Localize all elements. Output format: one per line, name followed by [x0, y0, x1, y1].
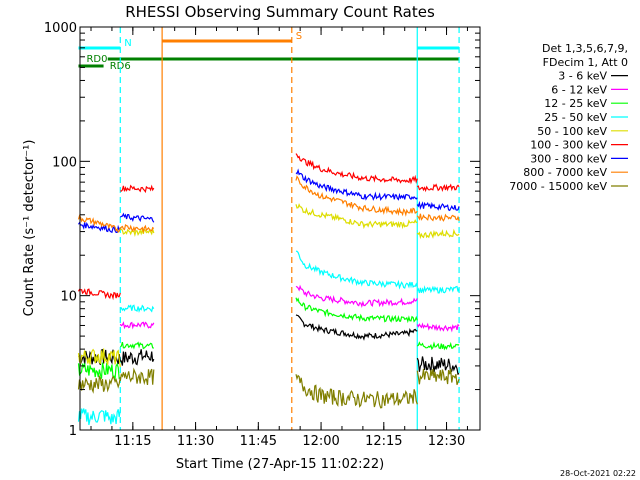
series-trace: [295, 175, 418, 217]
event-lines-layer: [119, 27, 460, 430]
flag-rd0-label: RD0: [86, 54, 107, 65]
x-tick-label: 12:30: [428, 434, 465, 449]
series-trace: [119, 304, 155, 313]
series-trace: [77, 374, 121, 394]
legend-entry-label: 50 - 100 keV: [537, 125, 607, 138]
series-trace: [77, 221, 121, 234]
series-trace: [416, 341, 460, 351]
flag-n-label: N: [124, 38, 131, 49]
y-axis-label: Count Rate (s⁻¹ detector⁻¹): [22, 140, 37, 317]
legend-entry-label: 800 - 7000 keV: [523, 166, 607, 179]
footer-date: 28-Oct-2021 02:22: [560, 469, 636, 478]
series-2: [119, 284, 460, 333]
legend-entry-label: 100 - 300 keV: [530, 139, 607, 152]
legend-entry-label: 3 - 6 keV: [558, 70, 607, 83]
series-trace: [416, 322, 460, 333]
series-trace: [416, 228, 460, 240]
series-4: [77, 250, 460, 426]
series-trace: [77, 348, 121, 368]
flag-rd6-label: RD6: [110, 61, 131, 72]
series-trace: [295, 168, 418, 202]
x-tick-label: 12:15: [365, 434, 402, 449]
series-trace: [416, 183, 460, 193]
series-trace: [77, 408, 121, 426]
legend-entry-label: 300 - 800 keV: [530, 152, 607, 165]
y-axis-ticks: 1 10 100 1000: [44, 21, 480, 439]
series-trace: [295, 314, 418, 341]
series-trace: [119, 321, 155, 330]
series-7: [77, 168, 460, 234]
y-tick-label: 10: [60, 290, 77, 305]
series-trace: [416, 213, 460, 222]
y-tick-label: 100: [52, 155, 77, 170]
series-layer: [77, 153, 460, 426]
series-5: [77, 203, 460, 368]
legend-entry-label: 25 - 50 keV: [544, 111, 607, 124]
y-tick-label: 1000: [44, 21, 77, 36]
legend-entry-label: 7000 - 15000 keV: [509, 180, 607, 193]
x-tick-label: 11:30: [177, 434, 214, 449]
x-axis-ticks: 11:15 11:30 11:45 12:00 12:15 12:30: [90, 27, 468, 449]
series-trace: [295, 153, 418, 185]
series-trace: [416, 356, 460, 375]
series-trace: [295, 203, 418, 230]
series-trace: [120, 227, 155, 238]
legend-entry-label: 12 - 25 keV: [544, 97, 607, 110]
flag-s-label: S: [296, 31, 302, 42]
x-tick-label: 11:15: [114, 434, 151, 449]
legend-header: FDecim 1, Att 0: [543, 56, 628, 69]
series-trace: [120, 184, 155, 194]
legend: Det 1,3,5,6,7,9,FDecim 1, Att 03 - 6 keV…: [509, 42, 628, 193]
series-trace: [119, 341, 155, 350]
series-9: [77, 367, 460, 409]
series-trace: [77, 288, 121, 301]
series-trace: [416, 200, 460, 212]
series-trace: [77, 214, 121, 233]
x-tick-label: 11:45: [240, 434, 277, 449]
series-trace: [295, 297, 418, 324]
series-6: [77, 153, 460, 301]
plot-frame: [79, 26, 481, 431]
series-8: [77, 175, 460, 234]
x-axis-label: Start Time (27-Apr-15 11:02:22): [176, 457, 384, 472]
series-trace: [295, 374, 418, 409]
series-trace: [119, 367, 155, 386]
chart-title: RHESSI Observing Summary Count Rates: [125, 3, 435, 21]
series-trace: [416, 285, 460, 294]
y-tick-label: 1: [69, 424, 77, 439]
legend-header: Det 1,3,5,6,7,9,: [542, 42, 628, 55]
series-trace: [119, 212, 155, 223]
x-tick-label: 12:00: [302, 434, 339, 449]
series-trace: [295, 250, 418, 290]
series-trace: [119, 224, 155, 234]
series-trace: [295, 284, 418, 308]
series-trace: [416, 368, 460, 386]
legend-entry-label: 6 - 12 keV: [551, 83, 607, 96]
